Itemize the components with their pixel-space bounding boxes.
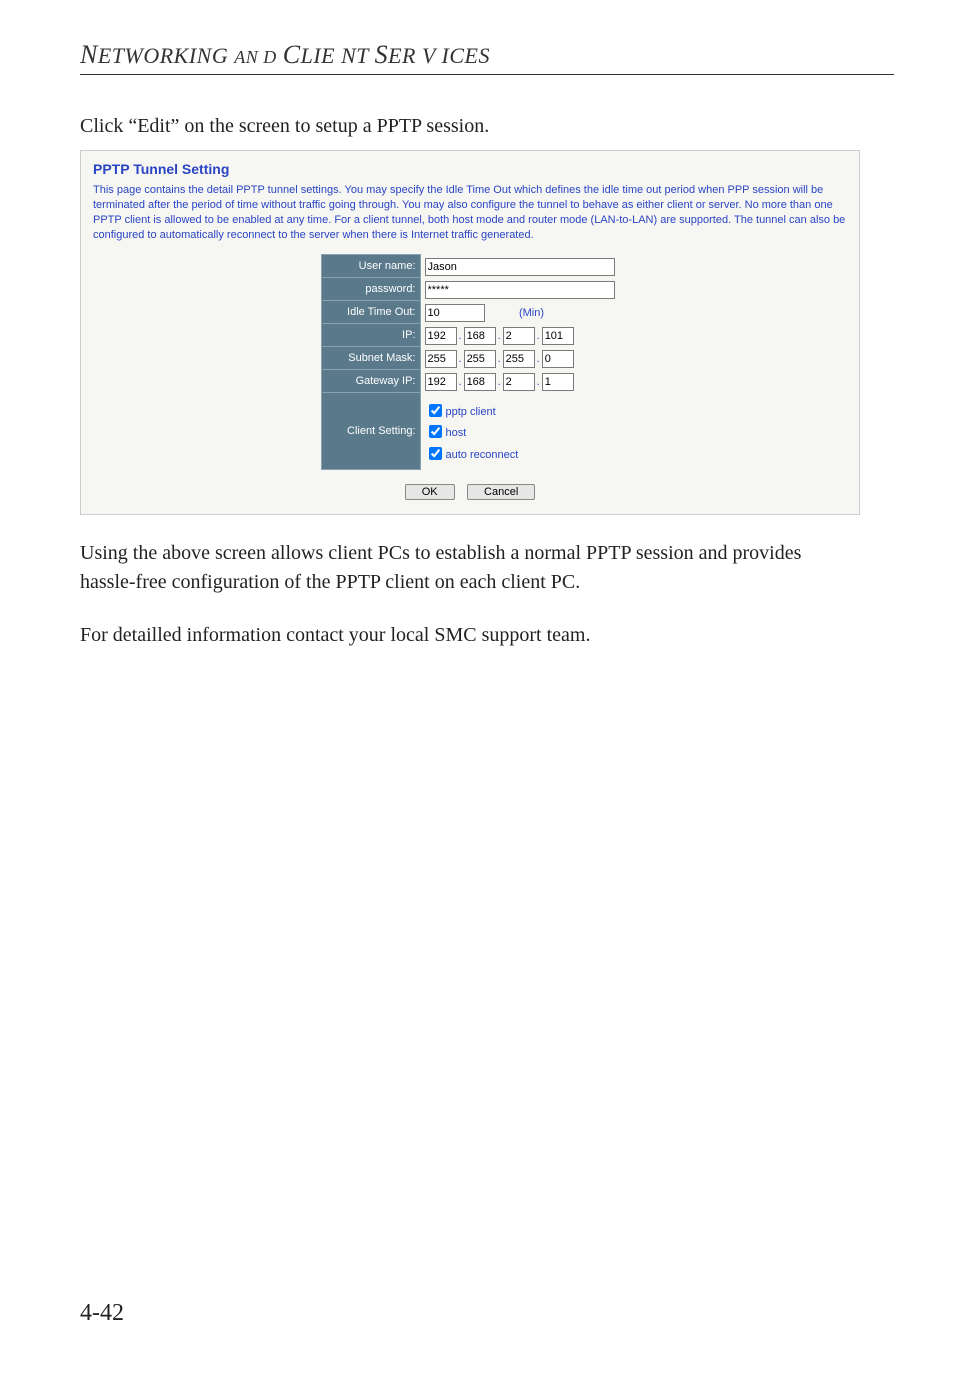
input-ip-2[interactable] xyxy=(503,327,535,345)
label-subnet: Subnet Mask: xyxy=(321,347,420,370)
row-subnet: Subnet Mask: ... xyxy=(321,347,619,370)
row-gateway: Gateway IP: ... xyxy=(321,370,619,393)
input-ip-3[interactable] xyxy=(542,327,574,345)
row-password: password: xyxy=(321,278,619,301)
input-gateway-2[interactable] xyxy=(503,373,535,391)
dot-icon: . xyxy=(459,353,462,365)
chk-host[interactable] xyxy=(429,425,442,438)
cell-gateway: ... xyxy=(420,370,619,393)
cell-subnet: ... xyxy=(420,347,619,370)
opt-host[interactable]: host xyxy=(425,420,616,442)
cancel-button[interactable]: Cancel xyxy=(467,484,535,500)
input-gateway-0[interactable] xyxy=(425,373,457,391)
intro-line: Click “Edit” on the screen to setup a PP… xyxy=(80,115,894,138)
opt-host-label: host xyxy=(446,427,467,439)
cell-ip: ... xyxy=(420,324,619,347)
cell-idle: (Min) xyxy=(420,301,619,324)
input-username[interactable] xyxy=(425,258,615,276)
cell-password xyxy=(420,278,619,301)
pptp-panel: PPTP Tunnel Setting This page contains t… xyxy=(80,150,860,515)
input-subnet-0[interactable] xyxy=(425,350,457,368)
label-password: password: xyxy=(321,278,420,301)
row-ip: IP: ... xyxy=(321,324,619,347)
dot-icon: . xyxy=(459,376,462,388)
row-idle: Idle Time Out: (Min) xyxy=(321,301,619,324)
input-idle[interactable] xyxy=(425,304,485,322)
cell-username xyxy=(420,255,619,278)
header-rule xyxy=(80,74,894,75)
dot-icon: . xyxy=(537,376,540,388)
pptp-description: This page contains the detail PPTP tunne… xyxy=(93,183,847,242)
chk-pptp-client[interactable] xyxy=(429,404,442,417)
input-ip-0[interactable] xyxy=(425,327,457,345)
opt-auto[interactable]: auto reconnect xyxy=(425,442,616,464)
page-number: 4-42 xyxy=(80,1300,124,1327)
input-gateway-3[interactable] xyxy=(542,373,574,391)
input-subnet-1[interactable] xyxy=(464,350,496,368)
dot-icon: . xyxy=(498,330,501,342)
dot-icon: . xyxy=(498,376,501,388)
ok-button[interactable]: OK xyxy=(405,484,455,500)
dot-icon: . xyxy=(537,353,540,365)
client-setting-box: pptp client host auto reconnect xyxy=(425,395,616,468)
opt-auto-label: auto reconnect xyxy=(446,449,519,461)
paragraph-1: Using the above screen allows client PCs… xyxy=(80,539,860,597)
button-row: OK Cancel xyxy=(93,482,847,500)
label-idle: Idle Time Out: xyxy=(321,301,420,324)
label-gateway: Gateway IP: xyxy=(321,370,420,393)
chk-auto[interactable] xyxy=(429,447,442,460)
opt-pptp-client-label: pptp client xyxy=(446,406,496,418)
paragraph-2: For detailled information contact your l… xyxy=(80,621,860,650)
label-ip: IP: xyxy=(321,324,420,347)
pptp-form-table: User name: password: Idle Time Out: (Min… xyxy=(321,254,620,470)
input-subnet-2[interactable] xyxy=(503,350,535,368)
dot-icon: . xyxy=(537,330,540,342)
row-client-setting: Client Setting: pptp client host auto re… xyxy=(321,393,619,470)
page-header: NETWORKING AN D CLIE NT SER V ICES xyxy=(80,40,894,70)
input-subnet-3[interactable] xyxy=(542,350,574,368)
input-ip-1[interactable] xyxy=(464,327,496,345)
input-gateway-1[interactable] xyxy=(464,373,496,391)
idle-unit: (Min) xyxy=(519,307,544,319)
row-username: User name: xyxy=(321,255,619,278)
dot-icon: . xyxy=(459,330,462,342)
opt-pptp-client[interactable]: pptp client xyxy=(425,399,616,421)
cell-client: pptp client host auto reconnect xyxy=(420,393,619,470)
label-client: Client Setting: xyxy=(321,393,420,470)
pptp-title: PPTP Tunnel Setting xyxy=(93,161,847,177)
label-username: User name: xyxy=(321,255,420,278)
input-password[interactable] xyxy=(425,281,615,299)
dot-icon: . xyxy=(498,353,501,365)
